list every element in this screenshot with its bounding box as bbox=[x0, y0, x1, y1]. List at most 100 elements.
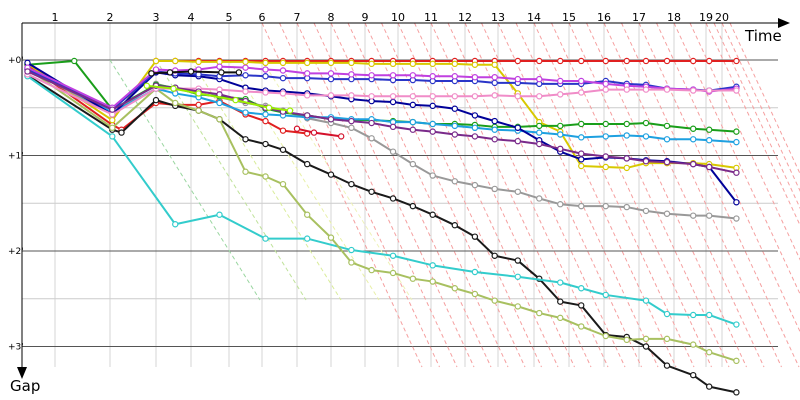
data-point bbox=[348, 117, 355, 125]
data-point bbox=[491, 117, 498, 125]
guide-line bbox=[713, 22, 800, 210]
data-point bbox=[514, 188, 522, 195]
data-point bbox=[242, 58, 249, 66]
guide-line bbox=[330, 22, 492, 368]
data-point bbox=[451, 73, 458, 80]
data-point bbox=[451, 122, 458, 130]
data-point bbox=[262, 140, 269, 148]
data-point bbox=[451, 222, 458, 229]
data-point bbox=[663, 122, 671, 130]
data-point bbox=[491, 136, 498, 143]
data-point bbox=[471, 181, 479, 189]
data-point bbox=[304, 70, 311, 77]
data-point bbox=[279, 90, 287, 97]
data-point bbox=[690, 371, 697, 379]
data-point bbox=[642, 57, 650, 65]
data-point bbox=[389, 252, 397, 259]
data-point bbox=[242, 64, 249, 71]
data-point bbox=[642, 343, 650, 350]
data-point bbox=[642, 207, 650, 215]
data-point bbox=[557, 91, 564, 98]
data-point bbox=[368, 266, 375, 274]
data-point bbox=[368, 188, 375, 195]
guide-line bbox=[621, 22, 782, 368]
guide-line bbox=[464, 22, 626, 368]
data-point bbox=[602, 153, 609, 160]
data-point bbox=[242, 88, 249, 95]
data-point bbox=[279, 67, 287, 74]
y-tick-label: +0' bbox=[8, 56, 24, 66]
data-point bbox=[451, 178, 458, 185]
data-point bbox=[578, 89, 585, 96]
axes: Time Gap bbox=[10, 18, 790, 395]
data-point bbox=[471, 61, 479, 68]
data-point bbox=[327, 92, 335, 99]
data-point bbox=[262, 235, 269, 242]
x-tick-label: 5 bbox=[226, 11, 233, 24]
data-point bbox=[602, 202, 609, 210]
data-point bbox=[242, 136, 249, 143]
data-point bbox=[623, 120, 630, 128]
data-point bbox=[279, 74, 287, 82]
x-tick-labels: 1 2 3 4 5 6 7 8 9 10 11 12 13 14 15 16 17 18 19 20 bbox=[52, 11, 730, 24]
guide-line bbox=[261, 59, 413, 301]
data-point bbox=[602, 120, 609, 128]
data-point bbox=[429, 60, 436, 68]
guide-line bbox=[689, 22, 800, 261]
data-point bbox=[389, 195, 397, 202]
data-point bbox=[578, 202, 585, 210]
data-point bbox=[514, 93, 522, 100]
data-point bbox=[514, 57, 522, 65]
data-point bbox=[690, 87, 697, 94]
data-point bbox=[310, 129, 318, 136]
guide-line bbox=[228, 59, 380, 301]
series-path bbox=[27, 66, 737, 144]
data-point bbox=[471, 133, 479, 140]
data-point bbox=[218, 69, 225, 76]
data-point bbox=[733, 128, 740, 135]
data-point bbox=[557, 57, 564, 65]
data-point bbox=[166, 69, 174, 76]
guide-line bbox=[296, 22, 458, 368]
data-point bbox=[327, 116, 335, 123]
data-point bbox=[557, 279, 564, 286]
data-point bbox=[118, 129, 125, 136]
data-point bbox=[536, 309, 543, 317]
data-point bbox=[429, 278, 436, 285]
data-point bbox=[733, 389, 740, 396]
data-point bbox=[187, 68, 195, 75]
data-point bbox=[109, 106, 116, 113]
guide-line bbox=[533, 22, 695, 368]
data-point bbox=[557, 201, 564, 208]
data-point bbox=[409, 160, 417, 168]
data-point bbox=[491, 297, 498, 304]
data-point bbox=[293, 125, 301, 132]
data-point bbox=[557, 145, 564, 153]
series-line bbox=[24, 68, 740, 176]
series-path bbox=[26, 59, 737, 169]
data-point bbox=[578, 57, 585, 65]
data-point bbox=[663, 158, 671, 166]
data-point bbox=[409, 275, 417, 282]
x-tick-label: 19 bbox=[699, 11, 713, 24]
data-point bbox=[491, 185, 498, 193]
data-point bbox=[578, 134, 585, 141]
data-point bbox=[623, 132, 630, 139]
x-tick-label: 7 bbox=[294, 11, 301, 24]
data-point bbox=[172, 57, 179, 65]
data-point bbox=[536, 57, 543, 65]
data-point bbox=[195, 101, 202, 109]
data-point bbox=[642, 86, 650, 93]
x-tick-label: 4 bbox=[188, 11, 195, 24]
data-point bbox=[706, 163, 713, 171]
data-point bbox=[690, 160, 697, 168]
data-point bbox=[557, 122, 564, 130]
data-point bbox=[514, 75, 522, 83]
series-line bbox=[293, 125, 345, 140]
data-point bbox=[690, 311, 697, 319]
data-point bbox=[602, 57, 609, 65]
data-point bbox=[706, 349, 713, 356]
data-point bbox=[706, 383, 713, 390]
data-point bbox=[262, 73, 269, 80]
x-tick-label: 15 bbox=[562, 11, 576, 24]
